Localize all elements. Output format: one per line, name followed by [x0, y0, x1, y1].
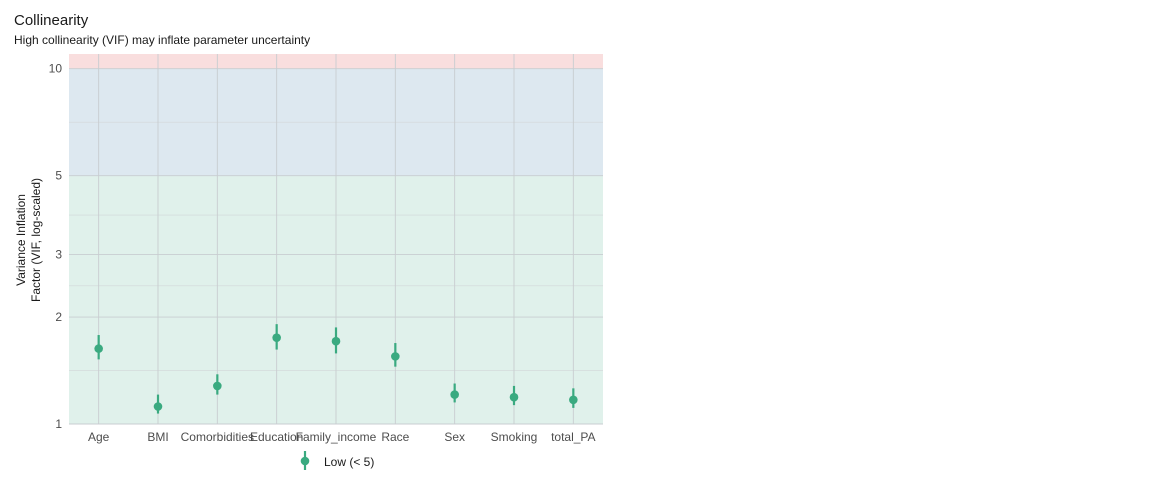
x-tick-label: Race — [381, 430, 409, 444]
grid-lines — [69, 54, 603, 425]
data-point — [94, 344, 103, 353]
x-tick-label: BMI — [147, 430, 168, 444]
x-tick-label: Smoking — [491, 430, 538, 444]
y-axis-ticks: 1 2 3 5 10 — [49, 62, 63, 431]
data-point — [391, 352, 400, 361]
y-axis-title-line-2: Factor (VIF, log-scaled) — [29, 178, 43, 302]
y-tick-label: 3 — [55, 247, 62, 261]
data-marks — [94, 324, 578, 414]
legend: Low (< 5) — [300, 451, 374, 470]
y-axis-title-line-1: Variance Inflation — [14, 194, 28, 286]
x-tick-label: Comorbidities — [181, 430, 254, 444]
y-tick-label: 2 — [55, 310, 62, 324]
x-tick-label: Age — [88, 430, 110, 444]
data-point — [509, 392, 519, 402]
data-point — [153, 402, 163, 411]
data-point — [569, 395, 578, 405]
legend-key-point — [300, 456, 310, 466]
y-tick-label: 10 — [49, 62, 63, 76]
data-point — [272, 333, 281, 342]
chart-subtitle: High collinearity (VIF) may inflate para… — [14, 33, 311, 47]
legend-label: Low (< 5) — [324, 455, 374, 469]
data-point — [450, 390, 459, 399]
x-tick-label: Sex — [444, 430, 465, 444]
x-axis-ticks: Age BMI ComorbiditiesEducationFamily_incom… — [88, 430, 596, 444]
x-tick-label: Family_income — [296, 430, 377, 444]
x-tick-label: Education — [250, 430, 303, 444]
y-tick-label: 5 — [55, 169, 62, 183]
chart-title: Collinearity — [14, 12, 89, 29]
data-point — [331, 336, 341, 346]
data-point — [213, 381, 222, 391]
y-tick-label: 1 — [55, 417, 62, 431]
x-tick-label: total_PA — [551, 430, 595, 444]
